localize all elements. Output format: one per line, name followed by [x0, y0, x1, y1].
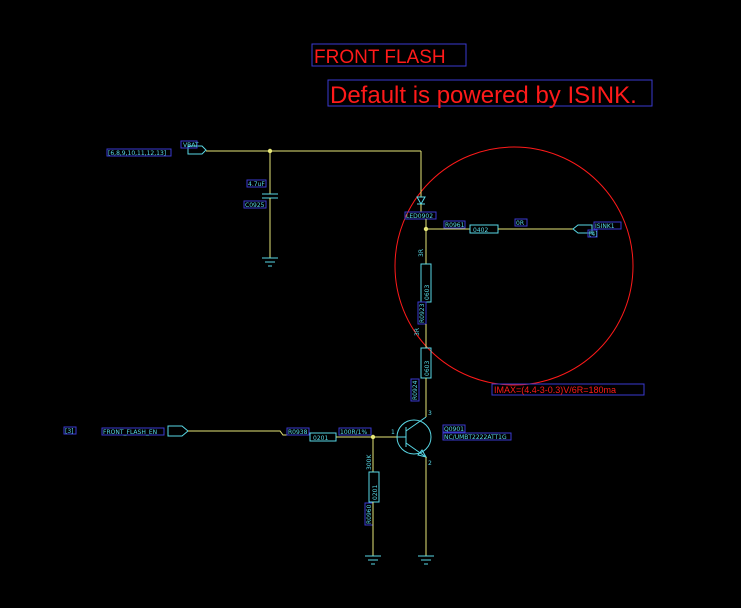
ground-symbol-r0960: [365, 556, 381, 564]
r0938-ref: R0938: [288, 429, 308, 436]
vbat-port: VBAT [6,8,9,10,11,12,13]: [107, 141, 206, 157]
q0901-collector-lead: [406, 417, 426, 431]
resistor-r0960[interactable]: 300K 0201 R0960: [365, 437, 379, 556]
title-note: FRONT FLASH: [312, 44, 466, 68]
q0901-pin-base: 1: [391, 429, 395, 436]
ground-symbol-c0925: [262, 258, 278, 266]
r0961-value: 0R: [516, 220, 524, 227]
r0938-value: 100R/1%: [340, 429, 367, 436]
isink-pin: [4]: [589, 231, 598, 238]
flash-en-label: FRONT_FLASH_EN: [103, 429, 157, 436]
vbat-pins-label: [6,8,9,10,11,12,13]: [108, 150, 166, 157]
subtitle-note: Default is powered by ISINK.: [328, 80, 652, 109]
isink-port: ISINK1 [4]: [573, 222, 621, 238]
r0923-value: 3R: [418, 249, 425, 257]
q0901-pin-emitter: 2: [428, 460, 432, 467]
q0901-emitter-lead: [406, 443, 426, 457]
resistor-r0938[interactable]: R0938 0201 100R/1%: [287, 428, 371, 442]
flash-en-port: [3] FRONT_FLASH_EN: [64, 426, 188, 436]
r0961-ref: R0961: [445, 222, 465, 229]
led-ref: LED0902: [406, 213, 433, 220]
led-triangle: [417, 197, 425, 204]
q0901-ref: Q0901: [444, 426, 464, 433]
resistor-r0924[interactable]: 3R 0603 R0924: [411, 328, 431, 401]
r0924-ref: R0924: [412, 380, 419, 400]
subtitle-text: Default is powered by ISINK.: [330, 82, 637, 109]
r0924-value: 3R: [414, 328, 421, 336]
q0901-pin-collector: 3: [428, 410, 432, 417]
title-text: FRONT FLASH: [314, 47, 446, 68]
q0901-part: NC/UMBT2222ATT1G: [444, 434, 507, 441]
r0960-ref: R0960: [366, 504, 373, 524]
resistor-r0961[interactable]: 0402 R0961 0R: [426, 219, 573, 234]
vbat-label: VBAT: [183, 142, 199, 149]
current-formula-note: IMAX=(4.4-3-0.3)V/6R=180ma: [492, 384, 644, 395]
transistor-q0901[interactable]: 1 3 2 Q0901 NC/UMBT2222ATT1G: [391, 410, 511, 467]
isink-label: ISINK1: [595, 223, 615, 230]
r0961-pkg: 0402: [473, 227, 488, 234]
current-formula-text: IMAX=(4.4-3-0.3)V/6R=180ma: [494, 385, 616, 395]
r0938-pkg: 0201: [313, 435, 328, 442]
c0925-value: 4.7uF: [248, 181, 265, 188]
r0960-value: 300K: [366, 454, 373, 470]
r0924-pkg: 0603: [424, 361, 431, 376]
ground-symbol-q0901: [418, 556, 434, 564]
c0925-ref: C0925: [245, 202, 265, 209]
r0923-pkg: 0603: [424, 285, 431, 300]
flash-en-pin: [3]: [65, 428, 74, 435]
r0960-pkg: 0201: [372, 485, 379, 500]
r0923-ref: R0923: [419, 303, 426, 323]
flash-en-port-arrow: [168, 426, 188, 436]
resistor-r0923[interactable]: 0603 3R R0923: [418, 249, 431, 324]
capacitor-c0925[interactable]: 4.7uF C0925: [244, 151, 278, 258]
